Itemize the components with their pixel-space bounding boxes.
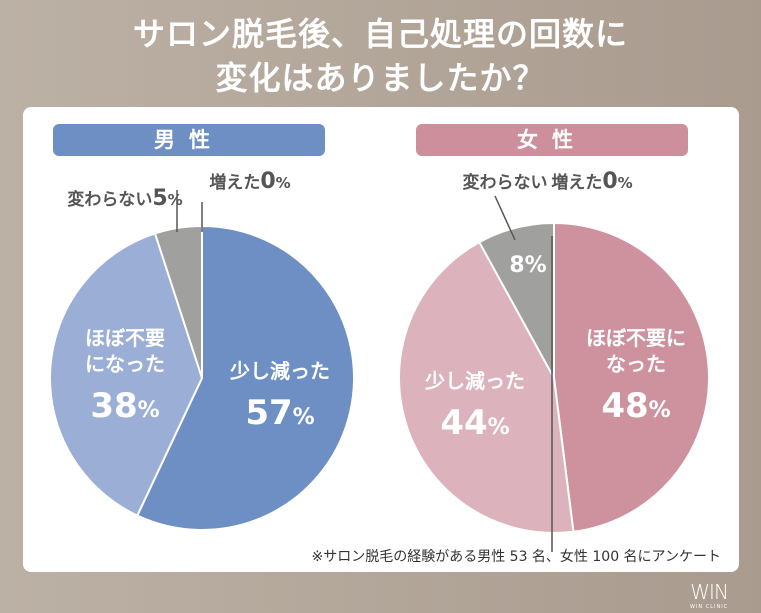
slice-value: 5 — [152, 186, 167, 211]
male-header: 男性 — [53, 124, 325, 156]
pie-slice — [135, 224, 355, 531]
slice-value: 44% — [440, 403, 509, 443]
survey-note: ※サロン脱毛の経験がある男性 53 名、女性 100 名にアンケート — [311, 549, 721, 565]
pie-slice — [49, 232, 204, 517]
slice-label: ほぼ不要に — [586, 326, 686, 350]
slice-value: 8% — [509, 253, 546, 278]
slice-label: 増えた0% — [551, 169, 632, 194]
slice-label: なった — [606, 352, 666, 376]
leader-line — [494, 195, 516, 241]
pie-slice — [477, 221, 555, 379]
slice-value: 0 — [602, 169, 617, 194]
slice-label: 変わらない5% — [67, 186, 182, 211]
title-line-1: サロン脱毛後、自己処理の回数に — [132, 15, 628, 53]
slice-label: 増えた0% — [209, 169, 290, 194]
page-title: サロン脱毛後、自己処理の回数に 変化はありましたか？ — [0, 12, 761, 100]
win-clinic-logo: WIN WIN CLINIC — [690, 580, 729, 610]
slice-label: ほぼ不要 — [85, 326, 165, 350]
slice-value: 57% — [245, 393, 314, 433]
logo-mark: WIN — [690, 580, 729, 604]
slice-label: になった — [85, 352, 165, 376]
slice-value: 0 — [260, 169, 275, 194]
slice-value: 48% — [601, 386, 670, 426]
pie-slice — [553, 221, 711, 533]
slice-label: 変わらない — [463, 172, 548, 193]
logo-sub: WIN CLINIC — [690, 604, 729, 610]
slice-value: 38% — [90, 386, 159, 426]
female-header: 女性 — [416, 124, 688, 156]
slice-label: 少し減った — [229, 359, 330, 383]
slice-label: 少し減った — [424, 369, 525, 393]
title-line-2: 変化はありましたか？ — [215, 59, 546, 97]
pie-slice — [398, 240, 575, 534]
